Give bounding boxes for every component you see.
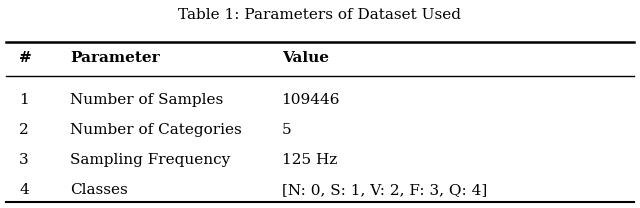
Text: Table 1: Parameters of Dataset Used: Table 1: Parameters of Dataset Used [179,8,461,22]
Text: Classes: Classes [70,183,128,197]
Text: 3: 3 [19,153,29,167]
Text: #: # [19,51,32,65]
Text: Number of Categories: Number of Categories [70,123,242,137]
Text: 125 Hz: 125 Hz [282,153,337,167]
Text: Parameter: Parameter [70,51,160,65]
Text: [N: 0, S: 1, V: 2, F: 3, Q: 4]: [N: 0, S: 1, V: 2, F: 3, Q: 4] [282,183,487,197]
Text: 5: 5 [282,123,291,137]
Text: 109446: 109446 [282,93,340,107]
Text: 1: 1 [19,93,29,107]
Text: Sampling Frequency: Sampling Frequency [70,153,230,167]
Text: 2: 2 [19,123,29,137]
Text: Value: Value [282,51,328,65]
Text: 4: 4 [19,183,29,197]
Text: Number of Samples: Number of Samples [70,93,223,107]
